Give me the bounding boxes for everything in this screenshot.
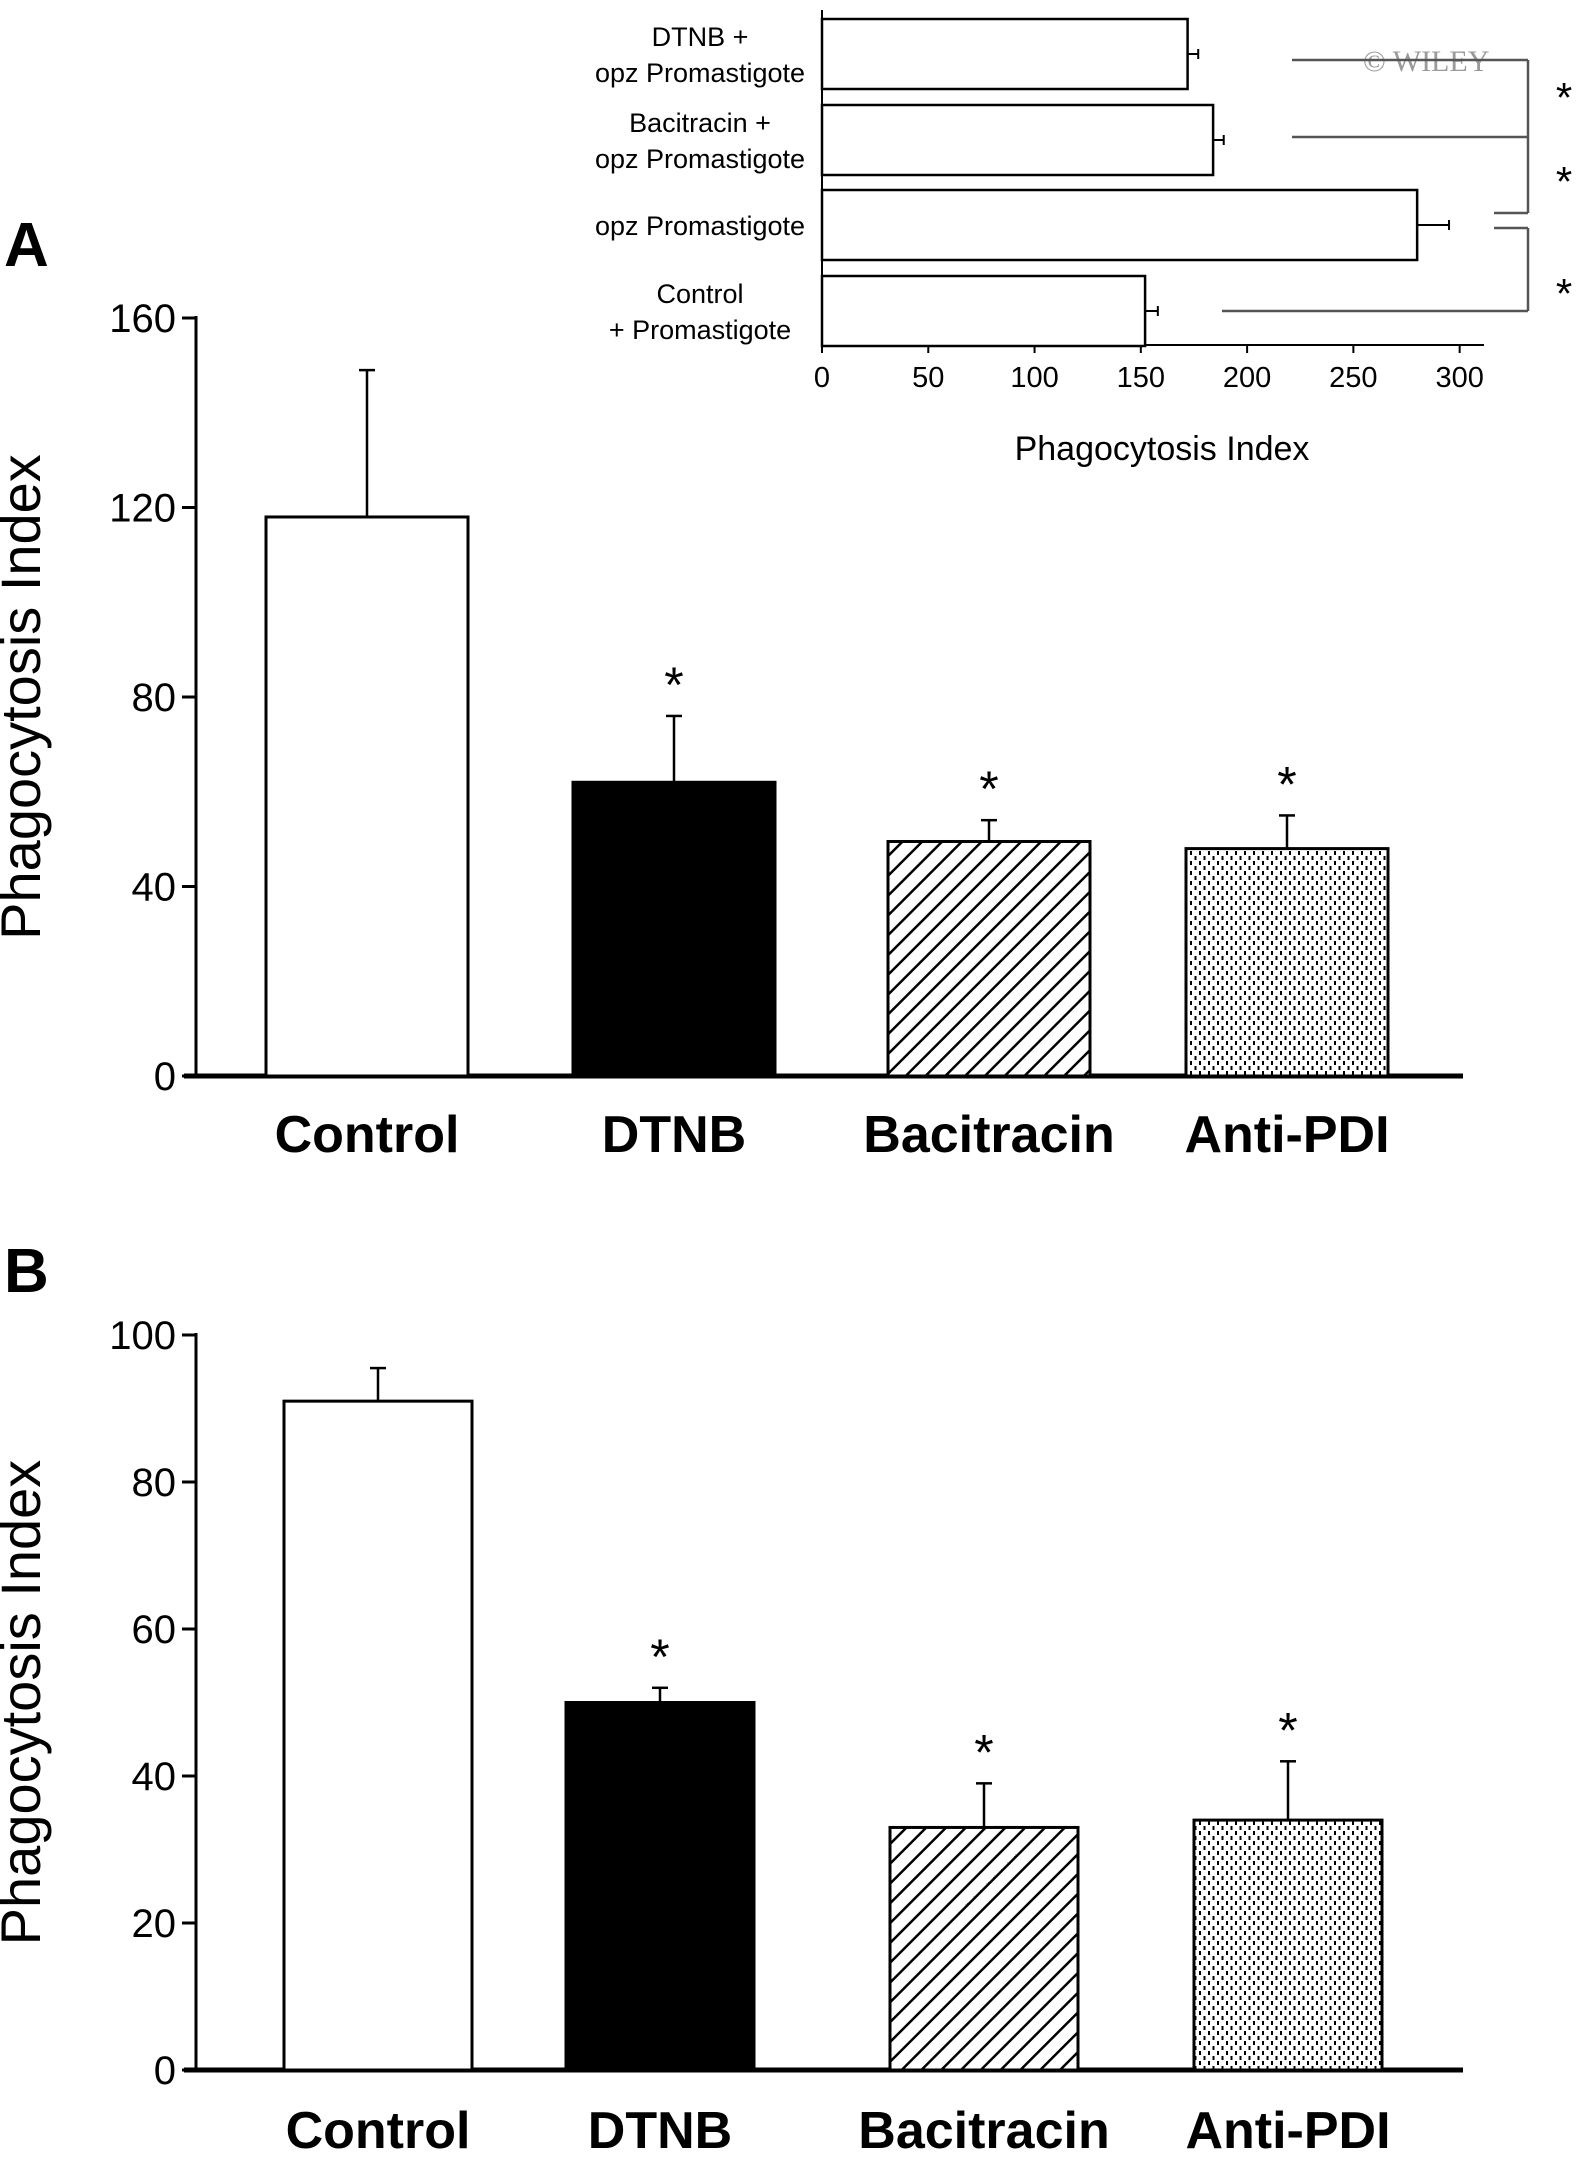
inset-bar xyxy=(820,103,1215,177)
y-tick-label: 60 xyxy=(132,1608,177,1652)
inset-significance-star: * xyxy=(1556,74,1572,121)
category-label: Anti-PDI xyxy=(1184,1106,1389,1164)
category-label: DTNB xyxy=(588,2102,732,2160)
y-tick-label: 40 xyxy=(132,1755,177,1799)
y-tick-label: 160 xyxy=(109,297,176,341)
bar xyxy=(888,1825,1080,2072)
category-label: Anti-PDI xyxy=(1185,2102,1390,2160)
watermark-text: © WILEY xyxy=(1363,45,1489,78)
y-tick-label: 20 xyxy=(132,1902,177,1946)
panel-b-chart: 0 20 40 60 80 100 Phagocytosis Index Control * DT… xyxy=(0,1314,1463,2160)
inset-x-tick-label: 150 xyxy=(1117,362,1165,394)
inset-x-tick-label: 50 xyxy=(912,362,944,394)
significance-star: * xyxy=(979,761,998,817)
y-tick-label: 80 xyxy=(132,1461,177,1505)
bar xyxy=(1184,847,1390,1078)
panel-label-a: A xyxy=(4,211,49,280)
y-axis-title: Phagocytosis Index xyxy=(0,454,52,940)
inset-x-tick-label: 100 xyxy=(1010,362,1058,394)
bar xyxy=(264,515,470,1078)
inset-category-label: Bacitracin + xyxy=(629,108,771,138)
inset-bar xyxy=(820,17,1189,91)
inset-category-label: opz Promastigote xyxy=(595,211,805,241)
y-axis-title: Phagocytosis Index xyxy=(0,1460,52,1946)
category-label: DTNB xyxy=(602,1106,746,1164)
y-tick-label: 0 xyxy=(154,1055,176,1099)
bar xyxy=(564,1701,756,2072)
inset-category-label: opz Promastigote xyxy=(595,58,805,88)
category-label: Control xyxy=(275,1106,460,1164)
inset-bar xyxy=(820,274,1147,348)
category-label: Bacitracin xyxy=(863,1106,1114,1164)
inset-chart: 0 50 100 150 200 250 300 Phagocytosis Index DTNB… xyxy=(595,10,1572,468)
y-tick-label: 40 xyxy=(132,866,177,910)
inset-x-tick-label: 200 xyxy=(1223,362,1271,394)
y-tick-label: 0 xyxy=(154,2049,176,2093)
bar xyxy=(571,780,777,1078)
inset-category-label: DTNB + xyxy=(652,22,749,52)
bar xyxy=(886,839,1092,1078)
inset-x-tick-label: 0 xyxy=(814,362,830,394)
significance-star: * xyxy=(650,1629,669,1685)
inset-category-label: opz Promastigote xyxy=(595,144,805,174)
bar xyxy=(282,1399,474,2072)
category-label: Bacitracin xyxy=(858,2102,1109,2160)
inset-x-axis-title: Phagocytosis Index xyxy=(1015,430,1310,468)
y-tick-label: 120 xyxy=(109,487,176,531)
panel-a-chart: 0 40 80 120 160 Phagocytosis Index Control * DTN… xyxy=(0,297,1463,1164)
significance-star: * xyxy=(664,657,683,713)
bar xyxy=(1192,1818,1384,2072)
inset-category-label: + Promastigote xyxy=(609,315,791,345)
y-tick-label: 100 xyxy=(109,1314,176,1358)
inset-bar xyxy=(820,188,1419,262)
significance-star: * xyxy=(1278,1702,1297,1758)
panel-label-b: B xyxy=(4,1237,49,1306)
inset-significance-star: * xyxy=(1556,158,1572,205)
inset-significance-star: * xyxy=(1556,270,1572,317)
inset-x-tick-label: 250 xyxy=(1329,362,1377,394)
y-tick-label: 80 xyxy=(132,676,177,720)
category-label: Control xyxy=(286,2102,471,2160)
inset-x-tick-label: 300 xyxy=(1435,362,1483,394)
inset-category-label: Control xyxy=(656,279,743,309)
significance-star: * xyxy=(1277,756,1296,812)
significance-star: * xyxy=(974,1724,993,1780)
